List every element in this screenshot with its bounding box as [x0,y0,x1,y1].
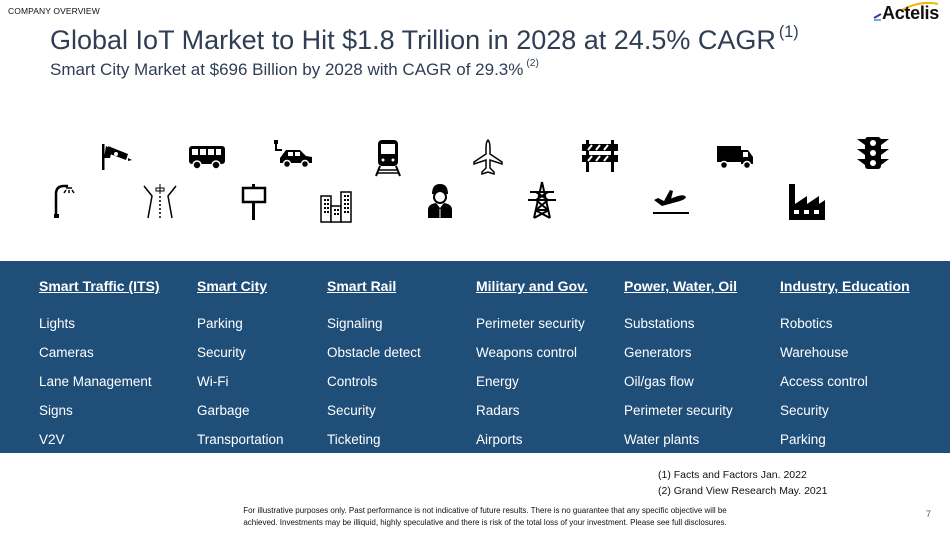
list-item: Security [197,345,246,360]
buildings-icon [318,186,358,226]
list-item: V2V [39,432,65,447]
train-icon [368,138,408,178]
road-icon [140,180,180,220]
list-item: Obstacle detect [327,345,421,360]
list-item: Robotics [780,316,833,331]
column-industry-education: Industry, Education Robotics Warehouse A… [780,278,910,454]
column-smart-city: Smart City Parking Security Wi-Fi Garbag… [197,278,284,454]
subtitle-text: Smart City Market at $696 Billion by 202… [50,60,524,79]
list-item: Controls [327,374,378,389]
column-heading: Smart City [197,278,268,294]
list-item: Perimeter security [476,316,585,331]
column-heading: Industry, Education [780,278,910,294]
list-item: Transportation [197,432,284,447]
airplane-icon [468,138,508,178]
list-item: Water plants [624,432,700,447]
column-smart-traffic: Smart Traffic (ITS) Lights Cameras Lane … [39,278,160,454]
power-tower-icon [522,180,562,220]
logo-text: Actelis [882,3,939,23]
list-item: Security [780,403,829,418]
electric-car-icon [272,136,312,176]
reference-2: (2) Grand View Research May. 2021 [658,485,828,497]
list-item: Substations [624,316,695,331]
list-item: Ticketing [327,432,381,447]
list-item: Access control [780,374,868,389]
list-item: Airports [476,432,523,447]
list-item: Security [327,403,376,418]
list-item: Signs [39,403,73,418]
subtitle-reference: (2) [526,58,539,69]
list-item: Warehouse [780,345,849,360]
page-title: Global IoT Market to Hit $1.8 Trillion i… [50,23,799,56]
title-reference: (1) [778,23,799,41]
segments-panel [0,261,950,453]
column-heading: Smart Traffic (ITS) [39,278,160,294]
column-power-water-oil: Power, Water, Oil Substations Generators… [624,278,737,454]
list-item: Lane Management [39,374,152,389]
factory-icon [787,182,827,222]
list-item: Radars [476,403,520,418]
list-item: Energy [476,374,519,389]
list-item: Weapons control [476,345,578,360]
section-label: COMPANY OVERVIEW [8,6,100,16]
list-item: Garbage [197,403,250,418]
street-light-icon [48,180,88,220]
list-item: Parking [197,316,243,331]
disclaimer-line-2: achieved. Investments may be illiquid, h… [243,517,727,527]
title-text: Global IoT Market to Hit $1.8 Trillion i… [50,25,776,55]
logo-swoosh-icon [873,2,939,21]
list-item: Cameras [39,345,94,360]
list-item: Signaling [327,316,383,331]
road-barrier-icon [580,136,620,176]
disclaimer-line-1: For illustrative purposes only. Past per… [243,506,727,515]
list-item: Parking [780,432,826,447]
column-military-gov: Military and Gov. Perimeter security Wea… [476,278,588,454]
signboard-icon [237,182,277,222]
traffic-light-icon [853,133,893,173]
list-item: Wi-Fi [197,374,229,389]
bus-icon [187,136,227,176]
list-item: Perimeter security [624,403,733,418]
column-heading: Smart Rail [327,278,397,294]
security-camera-icon [98,136,138,176]
page-number: 7 [926,509,932,519]
disclaimer: For illustrative purposes only. Past per… [190,505,780,528]
column-smart-rail: Smart Rail Signaling Obstacle detect Con… [327,278,421,454]
soldier-icon [420,182,460,222]
reference-1: (1) Facts and Factors Jan. 2022 [658,469,807,481]
page-subtitle: Smart City Market at $696 Billion by 202… [50,58,539,80]
references: (1) Facts and Factors Jan. 2022 (2) Gran… [658,467,827,499]
list-item: Oil/gas flow [624,374,694,389]
truck-icon [715,136,755,176]
column-heading: Military and Gov. [476,278,588,294]
airplane-takeoff-icon [650,182,690,222]
actelis-logo: Actelis [872,2,944,26]
list-item: Lights [39,316,76,331]
column-heading: Power, Water, Oil [624,278,738,294]
list-item: Generators [624,345,692,360]
